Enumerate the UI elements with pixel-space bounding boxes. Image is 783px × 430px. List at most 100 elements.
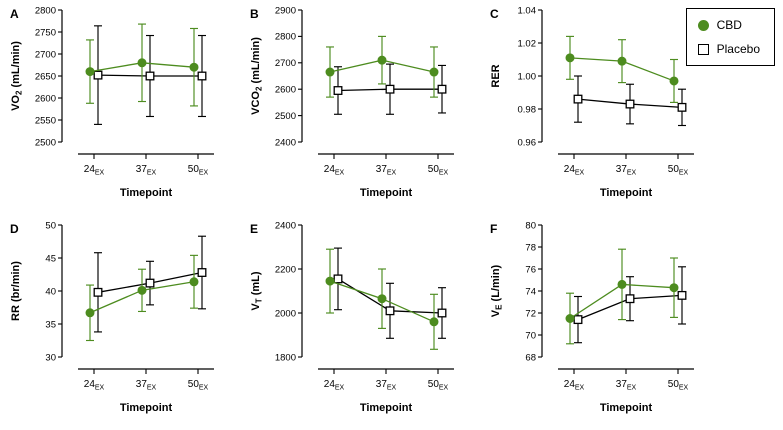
y-axis-title: RER (490, 64, 502, 87)
y-axis-title: VO2 (mL/min) (10, 41, 24, 111)
x-tick-label: 37EX (376, 379, 397, 392)
cbd-marker (137, 58, 147, 68)
chart-panel-A: A 2500 2550 2600 2650 2700 2750 2800 VO2 (mL/min… (10, 5, 214, 199)
x-axis-title: Timepoint (600, 402, 653, 414)
y-tick-label: 2700 (275, 58, 296, 69)
y-tick-label: 2000 (275, 308, 296, 319)
y-tick-label: 2400 (275, 137, 296, 148)
cbd-marker (377, 55, 387, 65)
placebo-marker (625, 294, 635, 304)
chart-panel-E: E 1800 2000 2200 2400 VT (mL) 24EX 37EX 50EX Time… (250, 220, 454, 414)
chart-panel-B: B 2400 2500 2600 2700 2800 2900 VCO2 (mL/min) 24… (250, 5, 454, 199)
cbd-marker (669, 283, 679, 293)
placebo-marker (333, 274, 343, 284)
panel-letter: A (10, 7, 19, 21)
y-tick-label: 40 (45, 286, 56, 297)
y-tick-label: 2500 (35, 137, 56, 148)
placebo-marker (333, 86, 343, 95)
y-tick-label: 74 (525, 286, 536, 297)
placebo-marker (197, 71, 207, 81)
y-tick-label: 2800 (35, 5, 56, 16)
placebo-marker (93, 70, 103, 80)
cbd-marker (85, 308, 95, 318)
x-tick-label: 37EX (616, 379, 637, 392)
x-axis-title: Timepoint (120, 187, 173, 199)
x-axis-title: Timepoint (600, 187, 653, 199)
y-tick-label: 70 (525, 330, 536, 341)
chart-panel-F: F 68 70 72 74 76 78 80 VE (L/min) 24EX 37EX 50EX Tim… (490, 220, 694, 414)
y-tick-label: 1.04 (518, 5, 537, 16)
y-tick-label: 2600 (35, 93, 56, 104)
legend-item-cbd: CBD (697, 18, 760, 32)
placebo-marker (145, 278, 155, 288)
chart-panel-D: D 30 35 40 45 50 RR (br/min) 24EX 37EX 50EX Timepo… (10, 220, 214, 414)
placebo-marker (625, 99, 635, 109)
y-tick-label: 0.96 (518, 137, 537, 148)
x-tick-label: 50EX (668, 379, 689, 392)
x-tick-label: 50EX (668, 164, 689, 177)
placebo-marker (437, 84, 447, 94)
cbd-marker (377, 294, 387, 304)
open-square-icon (697, 43, 709, 55)
x-axis-title: Timepoint (360, 402, 413, 414)
panel-letter: C (490, 7, 499, 21)
y-tick-label: 68 (525, 352, 536, 363)
x-tick-label: 50EX (428, 379, 449, 392)
cbd-marker (189, 277, 199, 287)
y-tick-label: 2400 (275, 220, 296, 231)
x-tick-label: 37EX (376, 164, 397, 177)
y-axis-title: VCO2 (mL/min) (250, 37, 264, 115)
x-axis-title: Timepoint (360, 187, 413, 199)
legend: CBD Placebo (685, 8, 775, 66)
x-tick-label: 24EX (84, 164, 105, 177)
placebo-marker (145, 71, 155, 81)
panel-letter: F (490, 222, 497, 236)
cbd-marker (617, 279, 627, 289)
y-tick-label: 45 (45, 253, 56, 264)
y-tick-label: 2550 (35, 115, 56, 126)
cbd-marker (137, 285, 147, 295)
y-tick-label: 30 (45, 352, 56, 363)
y-tick-label: 72 (525, 308, 536, 319)
legend-label-placebo: Placebo (716, 42, 760, 56)
placebo-marker (93, 287, 103, 297)
y-axis-title: VT (mL) (250, 271, 264, 310)
y-tick-label: 50 (45, 220, 56, 231)
x-tick-label: 50EX (188, 164, 209, 177)
y-tick-label: 35 (45, 319, 56, 330)
placebo-marker (677, 290, 687, 300)
filled-circle-icon (697, 19, 709, 31)
cbd-marker (325, 276, 335, 286)
placebo-marker (197, 268, 207, 277)
cbd-marker (429, 317, 439, 327)
panel-letter: D (10, 222, 19, 236)
y-tick-label: 2900 (275, 5, 296, 16)
chart-panel-C: C 0.96 0.98 1.00 1.02 1.04 RER 24EX 37EX 50EX Time… (490, 5, 694, 199)
x-tick-label: 37EX (136, 379, 157, 392)
y-tick-label: 80 (525, 220, 536, 231)
legend-item-placebo: Placebo (697, 42, 760, 56)
y-tick-label: 2600 (275, 85, 296, 96)
y-tick-label: 0.98 (518, 104, 537, 115)
cbd-marker (325, 67, 335, 77)
placebo-marker (677, 102, 687, 112)
x-tick-label: 24EX (324, 164, 345, 177)
y-tick-label: 2750 (35, 27, 56, 38)
placebo-marker (573, 94, 583, 104)
panel-letter: E (250, 222, 258, 236)
x-tick-label: 37EX (136, 164, 157, 177)
cbd-marker (565, 314, 575, 323)
panel-letter: B (250, 7, 259, 21)
y-tick-label: 2800 (275, 32, 296, 43)
y-tick-label: 1.00 (518, 71, 537, 82)
y-tick-label: 2200 (275, 264, 296, 275)
legend-label-cbd: CBD (716, 18, 742, 32)
x-tick-label: 37EX (616, 164, 637, 177)
placebo-marker (573, 315, 583, 325)
y-tick-label: 2650 (35, 71, 56, 82)
cbd-marker (85, 67, 95, 77)
placebo-marker (385, 84, 395, 94)
cbd-marker (189, 62, 199, 72)
